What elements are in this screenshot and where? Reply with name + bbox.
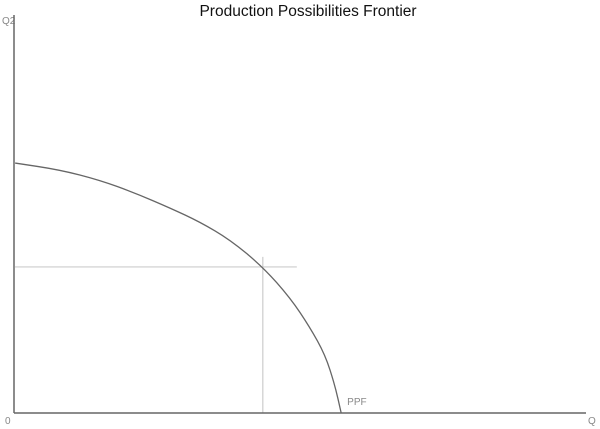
ppf-curve <box>15 162 342 414</box>
y-axis-label: Q2 <box>2 16 16 27</box>
origin-label: 0 <box>5 416 11 427</box>
ppf-series-label: PPF <box>347 397 366 408</box>
chart-title: Production Possibilities Frontier <box>199 3 416 20</box>
x-axis-label: Q <box>588 416 596 427</box>
